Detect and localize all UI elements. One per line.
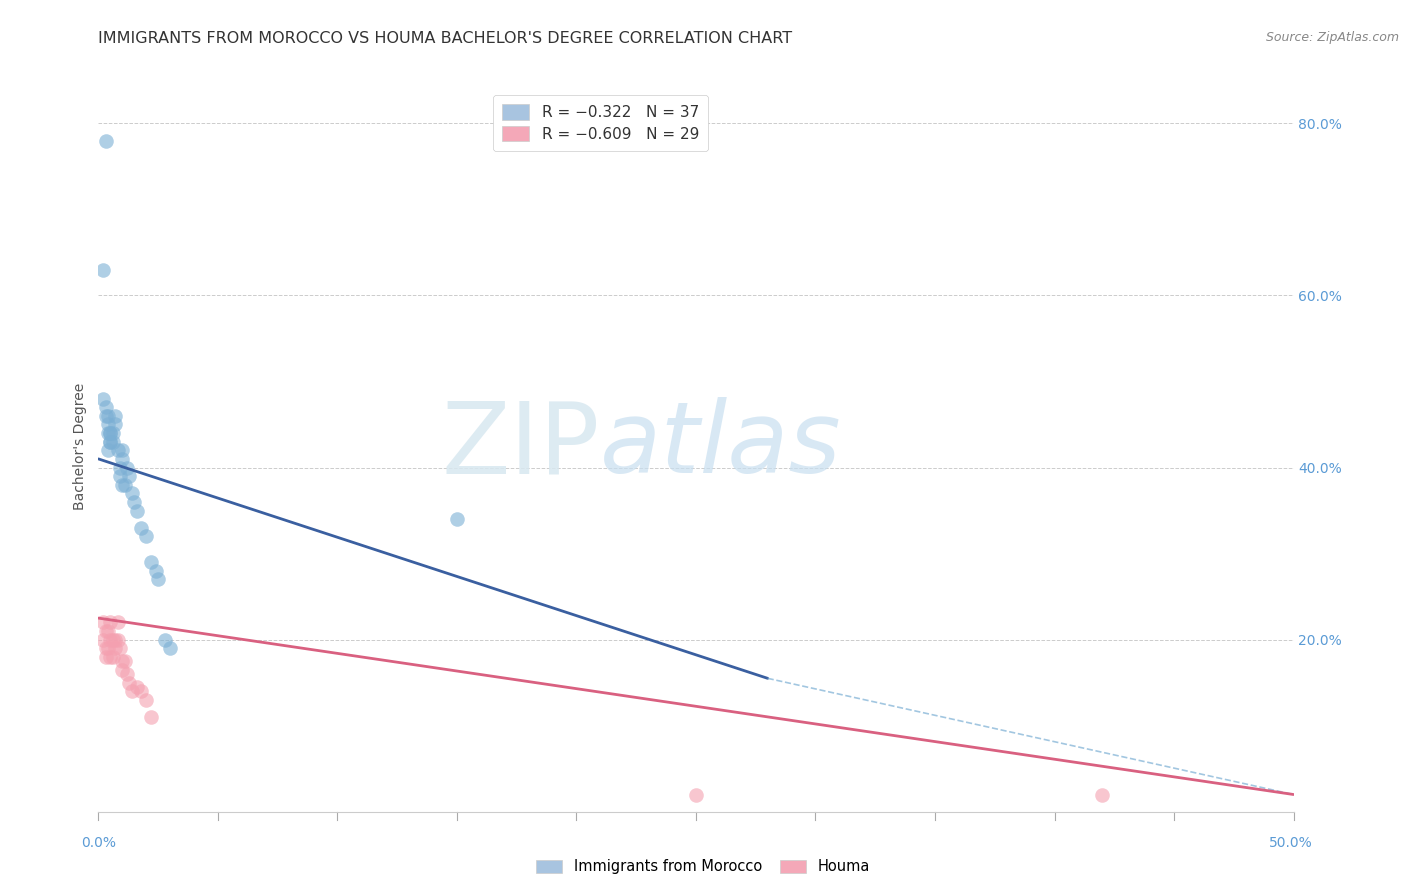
Point (446, 512, 468, 526)
Point (108, 469, 131, 483)
Point (115, 667, 138, 681)
Point (107, 632, 129, 647)
Point (124, 495, 146, 509)
Text: 50.0%: 50.0% (1268, 836, 1313, 850)
Point (98, 426, 122, 441)
Point (125, 680, 148, 694)
Point (159, 641, 181, 656)
Text: IMMIGRANTS FROM MOROCCO VS HOUMA BACHELOR'S DEGREE CORRELATION CHART: IMMIGRANTS FROM MOROCCO VS HOUMA BACHELO… (98, 31, 793, 46)
Text: Source: ZipAtlas.com: Source: ZipAtlas.com (1265, 31, 1399, 45)
Point (98, 434, 122, 449)
Point (111, 443, 134, 458)
Point (121, 486, 143, 500)
Point (97, 443, 120, 458)
Point (1091, 788, 1114, 802)
Point (97, 417, 120, 432)
Point (685, 788, 707, 802)
Point (104, 641, 127, 656)
Point (114, 477, 136, 491)
Point (97, 624, 120, 638)
Point (91, 392, 114, 406)
Point (98, 615, 122, 630)
Point (101, 434, 124, 449)
Point (145, 564, 167, 578)
Point (97, 641, 120, 656)
Point (135, 693, 157, 707)
Point (118, 469, 141, 483)
Point (118, 675, 141, 690)
Text: atlas: atlas (600, 398, 842, 494)
Point (98, 649, 122, 664)
Point (104, 632, 127, 647)
Point (111, 477, 134, 491)
Point (135, 529, 157, 543)
Point (107, 615, 129, 630)
Point (98, 632, 122, 647)
Point (97, 409, 120, 423)
Point (91, 615, 114, 630)
Point (101, 649, 124, 664)
Point (94, 134, 117, 148)
Point (108, 641, 131, 656)
Point (111, 451, 134, 466)
Point (94, 409, 117, 423)
Point (101, 426, 124, 441)
Text: 0.0%: 0.0% (82, 836, 115, 850)
Point (139, 555, 162, 569)
Y-axis label: Bachelor's Degree: Bachelor's Degree (73, 383, 87, 509)
Point (101, 632, 124, 647)
Point (131, 684, 153, 698)
Point (114, 654, 136, 668)
Point (155, 632, 177, 647)
Point (148, 573, 170, 587)
Point (121, 684, 143, 698)
Point (91, 632, 114, 647)
Legend: R = −0.322   N = 37, R = −0.609   N = 29: R = −0.322 N = 37, R = −0.609 N = 29 (492, 95, 709, 151)
Point (94, 401, 117, 415)
Text: ZIP: ZIP (441, 398, 600, 494)
Point (107, 443, 129, 458)
Point (125, 503, 148, 517)
Legend: Immigrants from Morocco, Houma: Immigrants from Morocco, Houma (530, 854, 876, 880)
Point (98, 426, 122, 441)
Point (94, 624, 117, 638)
Point (111, 663, 134, 677)
Point (131, 521, 153, 535)
Point (94, 649, 117, 664)
Point (98, 434, 122, 449)
Point (91, 262, 114, 277)
Point (104, 417, 127, 432)
Point (115, 460, 138, 475)
Point (111, 654, 134, 668)
Point (97, 426, 120, 441)
Point (108, 460, 131, 475)
Point (94, 641, 117, 656)
Point (139, 710, 162, 724)
Point (104, 409, 127, 423)
